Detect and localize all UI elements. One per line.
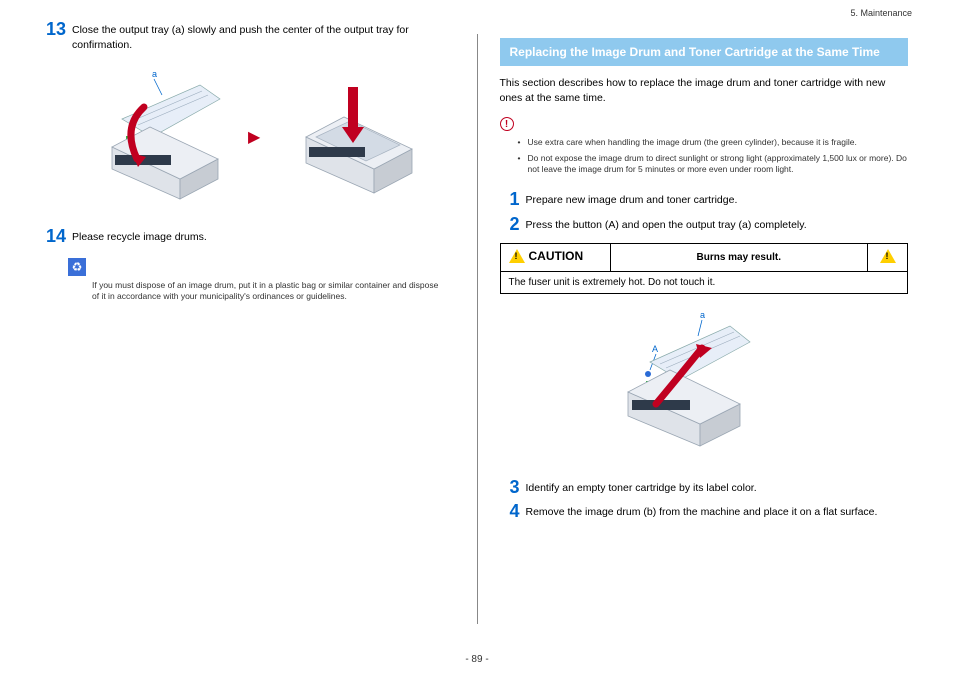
printer-open-illustration: a A [590,308,770,458]
caution-box: CAUTION Burns may result. The fuser unit… [500,243,909,294]
chapter-header: 5. Maintenance [850,8,912,18]
bullet-item: Do not expose the image drum to direct s… [518,153,909,177]
step-1: 1 Prepare new image drum and toner cartr… [500,190,909,208]
figure-open-tray: a A [590,308,909,458]
step-3: 3 Identify an empty toner cartridge by i… [500,478,909,496]
caution-label-cell: CAUTION [500,243,610,271]
printer-open-illustration: a [82,67,232,207]
warning-triangle-icon [509,249,525,263]
caution-title: Burns may result. [610,243,868,271]
step-number: 3 [500,478,520,496]
page-footer: - 89 - [0,654,954,665]
label-a: a [700,310,705,320]
step-number: 13 [46,20,66,53]
attention-bullets: Use extra care when handling the image d… [518,137,909,177]
step-13: 13 Close the output tray (a) slowly and … [46,20,455,53]
step-text: Press the button (A) and open the output… [526,215,909,233]
left-column: 13 Close the output tray (a) slowly and … [36,20,477,630]
step-number: 14 [46,227,66,245]
page-body: 13 Close the output tray (a) slowly and … [0,0,954,640]
section-intro: This section describes how to replace th… [500,76,909,106]
figure-close-tray: a [82,67,455,207]
caution-body: The fuser unit is extremely hot. Do not … [500,271,908,293]
step-number: 1 [500,190,520,208]
right-column: Replacing the Image Drum and Toner Cartr… [478,20,919,630]
step-number: 2 [500,215,520,233]
section-heading: Replacing the Image Drum and Toner Cartr… [500,38,909,66]
printer-closed-illustration [276,67,426,207]
step-text: Identify an empty toner cartridge by its… [526,478,909,496]
bullet-item: Use extra care when handling the image d… [518,137,909,149]
recycle-icon: ♻ [68,258,86,276]
disposal-note: If you must dispose of an image drum, pu… [92,280,445,303]
step-2: 2 Press the button (A) and open the outp… [500,215,909,233]
step-number: 4 [500,502,520,520]
step-text: Prepare new image drum and toner cartrid… [526,190,909,208]
label-A: A [652,344,658,354]
step-text: Close the output tray (a) slowly and pus… [72,20,455,53]
step-text: Please recycle image drums. [72,227,455,245]
label-a: a [152,69,157,79]
step-text: Remove the image drum (b) from the machi… [526,502,909,520]
attention-icon: ! [500,117,514,131]
warning-triangle-icon [880,249,896,263]
caution-label: CAUTION [529,249,584,263]
sequence-arrow-icon: ▶ [248,127,260,147]
step-14: 14 Please recycle image drums. [46,227,455,245]
step-4: 4 Remove the image drum (b) from the mac… [500,502,909,520]
caution-icon-cell [868,243,908,271]
